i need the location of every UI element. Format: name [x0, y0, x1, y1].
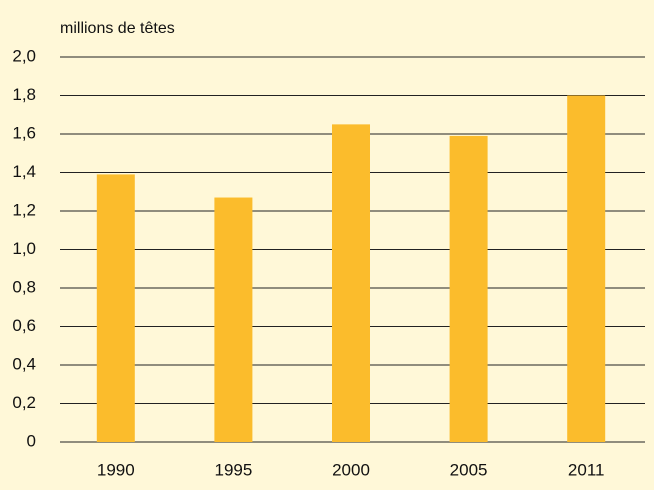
x-tick-label: 1990	[97, 460, 135, 479]
y-tick-label: 0	[27, 431, 36, 450]
x-tick-label: 2000	[332, 460, 370, 479]
bar	[449, 135, 488, 443]
bar	[332, 124, 370, 442]
y-tick-label: 0,4	[12, 354, 36, 373]
y-tick-label: 1,4	[12, 162, 36, 181]
bar	[567, 95, 606, 442]
y-tick-label: 0,2	[12, 393, 36, 412]
bar	[96, 174, 135, 443]
y-tick-label: 1,2	[12, 200, 36, 219]
y-tick-label: 2,0	[12, 46, 36, 65]
y-tick-label: 0,6	[12, 316, 36, 335]
x-tick-label: 1995	[214, 460, 252, 479]
bar	[214, 197, 253, 442]
y-tick-label: 0,8	[12, 277, 36, 296]
chart-title: millions de têtes	[60, 20, 175, 37]
y-tick-label: 1,8	[12, 85, 36, 104]
x-tick-label: 2011	[568, 460, 605, 479]
y-tick-label: 1,0	[12, 239, 36, 258]
x-tick-label: 2005	[450, 460, 488, 479]
y-tick-label: 1,6	[12, 123, 36, 142]
